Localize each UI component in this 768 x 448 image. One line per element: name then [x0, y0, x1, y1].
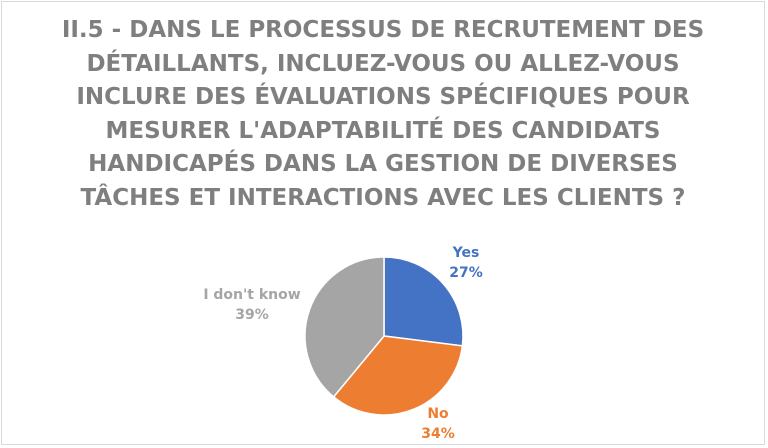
data-label-name: I don't know: [203, 287, 300, 303]
chart-title: II.5 - DANS LE PROCESSUS DE RECRUTEMENT …: [61, 17, 705, 211]
data-label-percent: 39%: [235, 307, 269, 323]
pie-slice-yes: [383, 256, 464, 347]
pie-slice-i-don-t-know: [304, 256, 385, 398]
data-label-percent: 27%: [449, 265, 483, 281]
data-label-name: No: [427, 406, 449, 422]
pie-labels: Yes 27% No 34% I don't know 39%: [203, 245, 482, 442]
data-label-name: Yes: [452, 245, 480, 261]
pie-slices: [304, 256, 464, 416]
data-label-percent: 34%: [421, 426, 455, 442]
pie-slice-no: [332, 335, 464, 416]
